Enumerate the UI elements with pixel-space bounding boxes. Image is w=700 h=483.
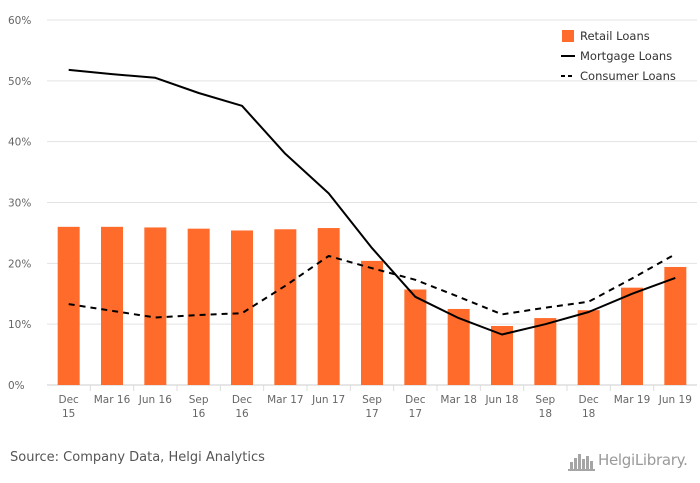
bar-retail-loans [57, 226, 80, 385]
y-tick-label: 50% [8, 76, 31, 88]
x-tick-label: Mar 16 [94, 394, 131, 406]
line-consumer-loans [68, 253, 676, 319]
x-tick-label: Mar 17 [267, 394, 304, 406]
bar-retail-loans [664, 266, 687, 385]
legend-swatch-retail-loans [562, 30, 574, 42]
x-tick-label: Sep 16 [189, 394, 209, 420]
x-tick-label: Dec 15 [59, 394, 80, 420]
logo-text: HelgiLibrary. [598, 451, 688, 469]
bar-retail-loans [491, 325, 513, 385]
y-tick-label: 40% [8, 137, 31, 149]
bar-retail-loans [187, 228, 210, 385]
line-mortgage-loans [68, 68, 676, 336]
y-tick-label: 10% [8, 319, 31, 331]
skyline-icon [568, 454, 595, 471]
bar-retail-loans [404, 289, 427, 385]
y-tick-label: 60% [8, 15, 31, 27]
y-axis-ticks: 0% 10% 20% 30% 40% 50% 60% [8, 15, 31, 392]
legend-label: Retail Loans [580, 29, 650, 43]
x-tick-label: Dec 18 [579, 394, 600, 420]
y-tick-label: 20% [8, 258, 31, 270]
legend: Retail Loans Mortgage Loans Consumer Loans [561, 29, 676, 83]
bar-retail-loans [144, 227, 167, 385]
bar-retail-loans [621, 287, 643, 385]
x-tick-label: Sep 18 [535, 394, 555, 420]
retail-loans-bars [57, 226, 687, 385]
x-tick-label: Dec 16 [232, 394, 253, 420]
bar-retail-loans [534, 318, 557, 385]
x-axis-ticks: Dec 15 Mar 16 Jun 16 Sep 16 Dec 16 Mar 17 Jun 17 S… [59, 385, 692, 420]
chart: 0% 10% 20% 30% 40% 50% 60% Dec 15 Mar 16 Jun 16 Se… [8, 15, 697, 420]
bar-retail-loans [317, 228, 340, 385]
x-tick-label: Jun 16 [138, 394, 172, 406]
y-tick-label: 0% [8, 380, 25, 392]
legend-label: Mortgage Loans [580, 49, 672, 63]
bar-retail-loans [361, 260, 383, 385]
helgi-library-logo: HelgiLibrary. [568, 450, 692, 472]
source-note: Source: Company Data, Helgi Analytics [10, 450, 265, 465]
x-tick-label: Sep 17 [362, 394, 382, 420]
x-tick-label: Jun 19 [658, 394, 692, 406]
bar-retail-loans [274, 229, 297, 385]
bar-retail-loans [231, 230, 253, 385]
legend-label: Consumer Loans [580, 69, 676, 83]
x-tick-label: Jun 17 [311, 394, 345, 406]
x-tick-label: Jun 18 [484, 394, 518, 406]
line-series [68, 68, 676, 336]
y-tick-label: 30% [8, 198, 31, 210]
bar-retail-loans [101, 226, 123, 385]
x-tick-label: Mar 18 [440, 394, 477, 406]
bar-retail-loans [577, 310, 600, 385]
x-tick-label: Dec 17 [405, 394, 426, 420]
x-tick-label: Mar 19 [614, 394, 651, 406]
bar-retail-loans [447, 308, 470, 385]
